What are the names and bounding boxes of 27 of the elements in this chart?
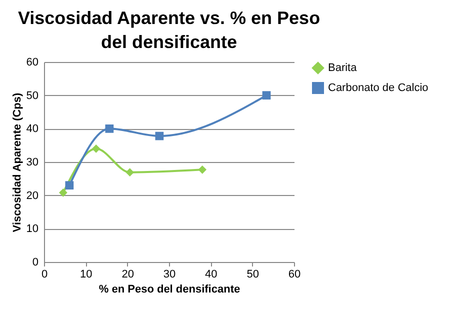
- point: [58, 188, 68, 197]
- y-tick-label: 20: [26, 190, 38, 202]
- point: [65, 181, 74, 190]
- x-tick-label: 10: [80, 268, 92, 280]
- point: [155, 132, 164, 140]
- y-tick-label: 30: [26, 156, 38, 168]
- x-tick-label: 30: [163, 268, 176, 280]
- x-tick-label: 50: [246, 268, 259, 280]
- point: [262, 91, 271, 100]
- x-tick-label: 40: [205, 268, 218, 280]
- x-axis-title: % en Peso del densificante: [98, 284, 240, 296]
- y-tick-label: 10: [26, 223, 38, 236]
- y-tick-label: 40: [26, 123, 38, 136]
- point: [92, 144, 100, 153]
- y-tick-label: 60: [26, 56, 38, 68]
- x-tick-label: 20: [122, 268, 134, 280]
- point: [126, 168, 134, 177]
- y-axis-title: Viscosidad Aparente (Cps): [11, 92, 24, 232]
- y-tick-label: 50: [26, 90, 38, 102]
- y-tick-label: 0: [32, 256, 38, 268]
- x-tick-label: 0: [41, 268, 48, 280]
- point: [105, 124, 114, 133]
- x-tick-label: 60: [288, 268, 301, 280]
- legend-label: Barita: [328, 62, 358, 74]
- legend-label: Carbonato de Calcio: [328, 82, 428, 94]
- point: [198, 165, 207, 174]
- chart-title: Viscosidad Aparente vs. % en Peso del densificante: [18, 8, 320, 52]
